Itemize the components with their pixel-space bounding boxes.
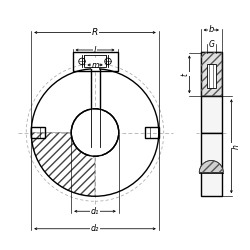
Text: d₁: d₁: [91, 207, 99, 216]
Text: b: b: [208, 26, 214, 35]
Bar: [200, 132, 222, 196]
Text: R: R: [92, 28, 98, 37]
Bar: [31, 127, 45, 138]
Bar: [145, 127, 159, 138]
Bar: [200, 52, 222, 96]
Bar: [200, 52, 222, 96]
Wedge shape: [199, 160, 223, 172]
Bar: [206, 64, 216, 88]
Bar: [72, 52, 118, 71]
Text: t: t: [180, 73, 190, 76]
Bar: [200, 96, 222, 132]
Circle shape: [71, 109, 119, 156]
Text: l: l: [94, 46, 96, 54]
Text: G: G: [208, 40, 214, 50]
Text: m: m: [91, 60, 99, 70]
Text: d₂: d₂: [91, 224, 99, 233]
Text: h: h: [232, 144, 240, 149]
Bar: [84, 56, 105, 68]
